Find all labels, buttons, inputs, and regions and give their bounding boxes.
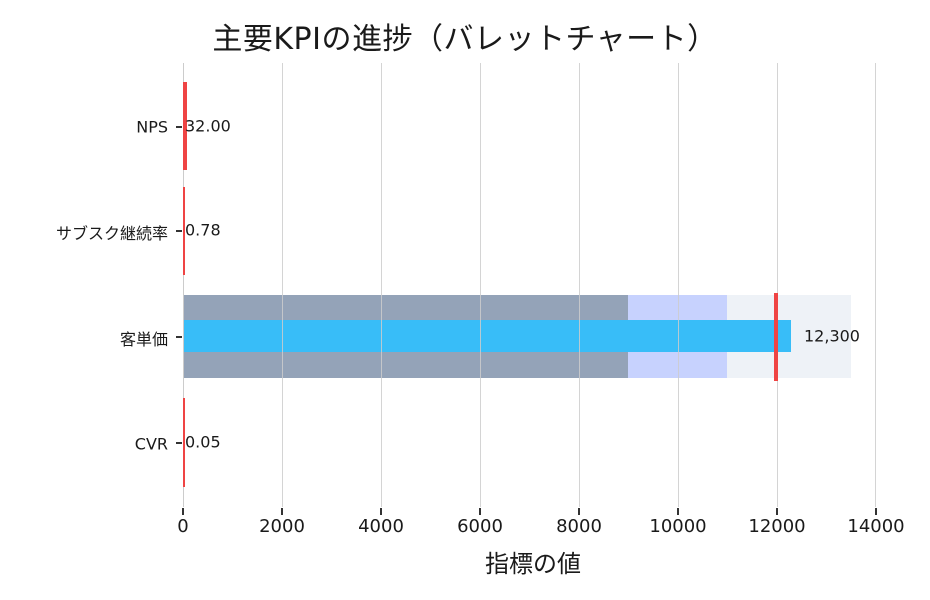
actual-bar-kyakutanka bbox=[183, 320, 791, 352]
x-tick-label: 12000 bbox=[748, 516, 806, 537]
value-label-kyakutanka: 12,300 bbox=[804, 326, 860, 346]
x-tick bbox=[380, 508, 382, 515]
gridline bbox=[381, 63, 382, 507]
y-label-kyakutanka: 客単価 bbox=[119, 330, 168, 349]
x-tick bbox=[677, 508, 679, 515]
x-tick bbox=[479, 508, 481, 515]
target-marker-cvr bbox=[183, 398, 185, 487]
x-tick-label: 10000 bbox=[649, 516, 707, 537]
y-label-nps: NPS bbox=[136, 117, 168, 137]
gridline bbox=[480, 63, 481, 507]
x-tick bbox=[182, 508, 184, 515]
x-tick bbox=[578, 508, 580, 515]
y-tick bbox=[176, 336, 182, 338]
y-label-subscription: サブスク継続率 bbox=[55, 224, 168, 243]
gridline bbox=[282, 63, 283, 507]
plot-area: 32.00 0.78 12,300 0.05 bbox=[183, 63, 876, 507]
x-tick bbox=[875, 508, 877, 515]
x-tick-label: 0 bbox=[177, 516, 189, 537]
gridline bbox=[678, 63, 679, 507]
x-tick-label: 8000 bbox=[556, 516, 602, 537]
y-tick bbox=[176, 230, 182, 232]
x-tick-label: 6000 bbox=[457, 516, 503, 537]
gridline bbox=[183, 63, 184, 507]
x-tick-label: 2000 bbox=[259, 516, 305, 537]
chart-title: 主要KPIの進捗（バレットチャート） bbox=[212, 22, 718, 57]
target-marker-kyakutanka bbox=[774, 293, 778, 381]
x-tick bbox=[281, 508, 283, 515]
y-tick bbox=[176, 126, 182, 128]
value-label-subscription: 0.78 bbox=[185, 220, 221, 240]
value-label-nps: 32.00 bbox=[185, 116, 231, 136]
target-marker-subscription bbox=[183, 187, 185, 275]
x-axis-title: 指標の値 bbox=[485, 550, 581, 578]
x-tick-label: 14000 bbox=[847, 516, 905, 537]
x-tick bbox=[776, 508, 778, 515]
y-tick bbox=[176, 442, 182, 444]
value-label-cvr: 0.05 bbox=[185, 432, 221, 452]
y-label-cvr: CVR bbox=[134, 434, 168, 454]
x-tick-label: 4000 bbox=[358, 516, 404, 537]
target-marker-nps bbox=[183, 82, 187, 170]
gridline bbox=[579, 63, 580, 507]
gridline bbox=[875, 63, 876, 507]
gridline bbox=[777, 63, 778, 507]
